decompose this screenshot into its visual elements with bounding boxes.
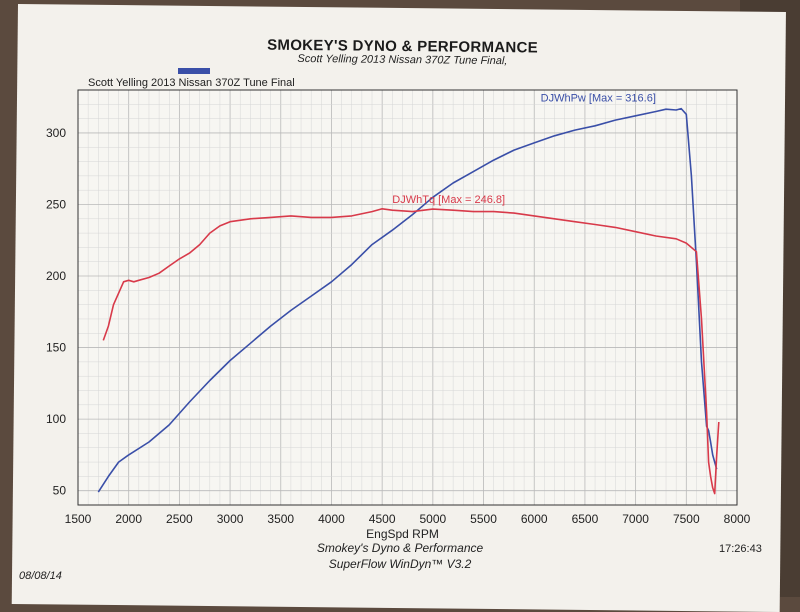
x-tick-label: 3500 (267, 512, 294, 526)
x-tick-label: 7500 (673, 512, 700, 526)
x-tick-label: 8000 (724, 512, 751, 526)
x-tick-label: 1500 (65, 512, 92, 526)
plot-title: Scott Yelling 2013 Nissan 370Z Tune Fina… (88, 77, 295, 89)
y-tick-label: 200 (46, 269, 66, 283)
y-tick-label: 250 (46, 197, 66, 211)
x-tick-label: 5500 (470, 512, 497, 526)
series-annotation-djwhtq: DJWhTq [Max = 246.8] (392, 194, 505, 206)
x-tick-label: 6000 (521, 512, 548, 526)
plot-frame (77, 89, 738, 506)
x-axis-label: EngSpd RPM (366, 527, 439, 541)
x-tick-label: 2000 (115, 512, 142, 526)
series-annotation-djwhpw: DJWhPw [Max = 316.6] (541, 92, 656, 104)
legend-swatch (178, 68, 210, 74)
plot-area (78, 90, 737, 505)
series-line-djwhtq (102, 208, 720, 495)
x-tick-label: 4500 (369, 512, 396, 526)
dyno-chart: 1500 2000 2500 3000 3500 4000 4500 5000 5500 6000… (46, 68, 751, 541)
y-tick-label: 50 (53, 484, 67, 498)
footer-company: Smokey's Dyno & Performance (316, 541, 484, 555)
x-tick-label: 6500 (572, 512, 599, 526)
timestamp: 17:26:43 (719, 543, 762, 555)
y-tick-label: 300 (46, 126, 66, 140)
date-stamp: 08/08/14 (19, 570, 62, 582)
x-tick-label: 7000 (622, 512, 649, 526)
x-tick-label: 3000 (217, 512, 244, 526)
x-tick-label: 5000 (419, 512, 446, 526)
footer-software: SuperFlow WinDyn™ V3.2 (328, 557, 472, 571)
y-tick-label: 150 (46, 341, 66, 355)
x-tick-label: 4000 (318, 512, 345, 526)
x-tick-label: 2500 (166, 512, 193, 526)
y-tick-label: 100 (46, 412, 66, 426)
